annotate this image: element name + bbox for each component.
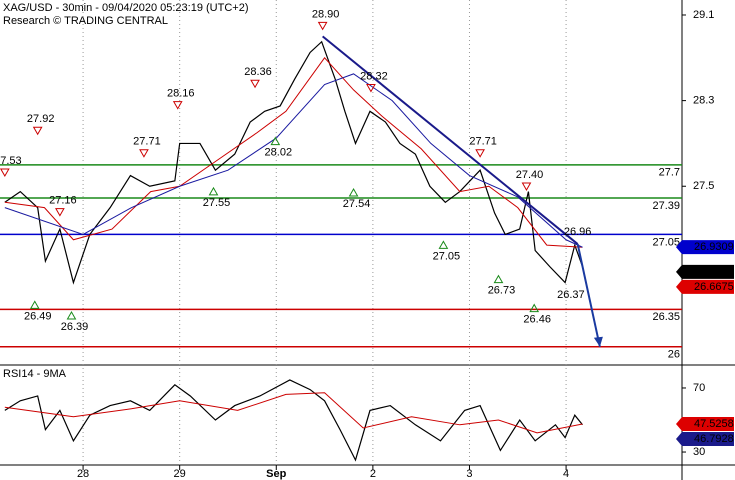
series-line (4, 392, 583, 434)
price-tag (676, 279, 734, 294)
support-marker (529, 303, 540, 313)
y-tick-label: 27.5 (693, 180, 714, 192)
rsi-title: RSI14 - 9MA (3, 368, 67, 380)
y-tick-label: 70 (693, 382, 705, 394)
support-marker (29, 300, 40, 309)
annotation-label: 26.49 (24, 310, 52, 322)
level-label: 27.05 (652, 236, 680, 248)
x-tick-label: 3 (466, 468, 472, 480)
resistance-marker (139, 149, 149, 158)
annotation-label: 28.32 (360, 70, 388, 82)
resistance-marker (366, 83, 376, 93)
resistance-marker (55, 208, 65, 217)
annotation-label: 26.96 (564, 226, 592, 238)
series-line (4, 73, 583, 248)
resistance-marker (0, 168, 10, 178)
price-tag (676, 240, 734, 255)
resistance-marker (317, 21, 328, 31)
chart-title: XAG/USD - 30min - 09/04/2020 05:23:19 (U… (3, 2, 248, 14)
projection-arrow (576, 243, 601, 348)
annotation-label: 28.90 (312, 8, 340, 20)
annotation-label: 26.39 (61, 321, 89, 333)
support-marker (438, 240, 449, 249)
annotation-label: 28.36 (244, 66, 272, 78)
series-line (4, 40, 584, 285)
x-tick-label: 29 (174, 468, 186, 480)
price-tag (676, 416, 734, 431)
annotation-label: 27.05 (433, 250, 461, 262)
annotation-label: 27.71 (133, 136, 161, 148)
level-label: 27.7 (659, 167, 680, 179)
annotation-label: 27.53 (0, 155, 22, 167)
y-tick-label: 28.3 (693, 95, 714, 107)
series-line (4, 379, 583, 462)
resistance-marker (250, 79, 260, 89)
annotation-label: 27.71 (469, 136, 497, 148)
x-tick-label: 28 (77, 468, 89, 480)
level-label: 26 (668, 349, 680, 361)
resistance-marker (521, 182, 532, 191)
resistance-marker (32, 126, 43, 136)
annotation-label: 28.16 (167, 88, 195, 100)
annotation-label: 26.37 (557, 289, 585, 301)
level-label: 27.39 (652, 200, 680, 212)
annotation-label: 27.92 (27, 113, 55, 125)
support-marker (208, 186, 219, 196)
price-tag (676, 264, 734, 279)
support-marker (493, 274, 504, 284)
annotation-label: 28.02 (265, 146, 293, 158)
annotation-label: 27.40 (516, 169, 544, 181)
y-tick-label: 29.1 (693, 9, 714, 21)
resistance-marker (475, 149, 485, 158)
annotation-label: 26.46 (523, 313, 551, 325)
arrow-head (593, 336, 603, 347)
x-tick-label: 4 (563, 468, 569, 480)
price-tag-label: 46.7928 (694, 433, 734, 445)
annotation-label: 27.16 (49, 195, 77, 207)
x-tick-label: Sep (266, 468, 286, 480)
price-tag-label: 26.9309 (694, 241, 734, 253)
price-tag-label: 26.6675 (694, 281, 734, 293)
support-marker (270, 136, 281, 146)
annotation-label: 27.55 (203, 197, 231, 209)
series-line (4, 57, 583, 248)
trend-line (322, 35, 579, 245)
support-marker (348, 187, 359, 197)
annotation-label: 27.54 (343, 198, 371, 210)
y-tick-label: 30 (693, 446, 705, 458)
x-tick-label: 2 (370, 468, 376, 480)
price-tag-label: 26.7 (694, 266, 715, 278)
price-tag (676, 431, 734, 446)
annotation-label: 26.73 (488, 285, 516, 297)
chart-subtitle: Research © TRADING CENTRAL (3, 15, 168, 27)
resistance-marker (172, 101, 183, 110)
price-tag-label: 47.5258 (694, 418, 734, 430)
support-marker (66, 311, 77, 320)
level-label: 26.35 (652, 311, 680, 323)
